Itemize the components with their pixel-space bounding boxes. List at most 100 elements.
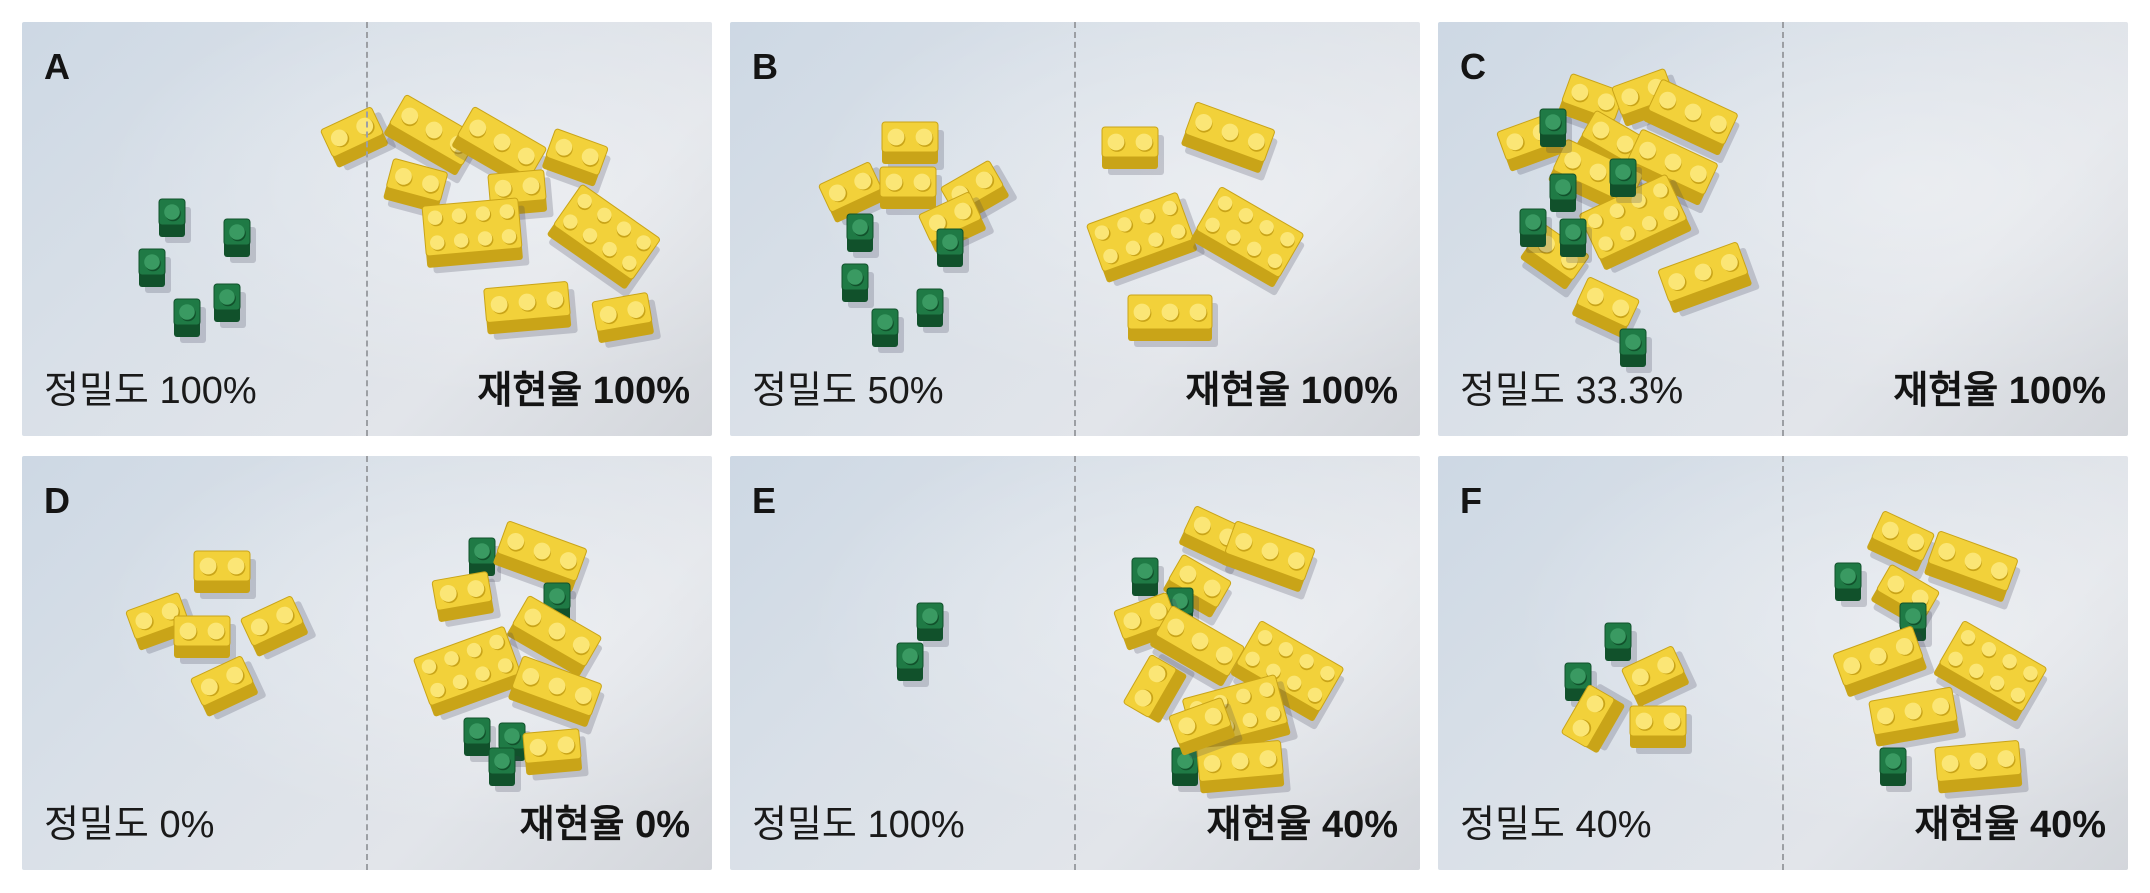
green-brick [916,602,949,647]
green-brick [1609,158,1642,203]
green-brick [1539,108,1572,153]
yellow-brick [240,596,316,660]
yellow-brick [452,106,547,196]
yellow-brick [1196,740,1291,799]
dashed-divider [1782,456,1784,870]
green-brick [1834,562,1867,607]
recall-label: 재현율 40% [1914,804,2107,846]
yellow-brick [1924,531,2021,610]
recall-label: 재현율 100% [477,370,690,412]
yellow-brick [1643,79,1740,164]
green-brick [871,308,904,353]
precision-label: 정밀도 100% [44,370,257,412]
yellow-brick [1629,705,1692,754]
green-brick [916,288,949,333]
yellow-brick [1867,511,1936,580]
yellow-brick [818,162,894,226]
yellow-brick [1621,646,1697,710]
green-brick [1559,218,1592,263]
dashed-divider [366,22,368,436]
yellow-brick [1086,192,1205,286]
green-brick [1564,662,1597,707]
yellow-brick [193,550,256,599]
green-brick [158,198,191,243]
green-brick [213,283,246,328]
panel-b: B 정밀도 50% 재현율 100% [730,22,1420,436]
green-brick [1519,208,1552,253]
panel-b-bricks [818,102,1305,353]
green-brick [1604,622,1637,667]
yellow-brick [190,656,266,720]
panel-d: D 정밀도 0% 재현율 0% [22,456,712,870]
yellow-brick [1558,73,1627,139]
yellow-brick [1101,126,1164,175]
panel-letter: E [752,480,777,521]
yellow-brick [173,615,236,664]
panel-c: C 정밀도 33.3% 재현율 100% [1438,22,2128,436]
green-brick [896,642,929,687]
yellow-brick [1934,740,2029,799]
green-brick [223,218,256,263]
panel-a: A 정밀도 100% 재현율 100% [22,22,712,436]
green-brick [936,228,969,273]
yellow-brick [483,281,578,340]
green-brick [1171,747,1204,792]
yellow-brick [1231,620,1345,730]
panel-letter: B [752,46,778,87]
yellow-brick [1191,186,1305,296]
yellow-brick [1221,521,1318,600]
recall-label: 재현율 100% [1893,370,2106,412]
yellow-brick [1561,684,1633,753]
panel-letter: C [1460,46,1486,87]
yellow-brick [1181,102,1278,181]
dashed-divider [1074,22,1076,436]
yellow-brick [1168,697,1243,759]
yellow-brick [421,197,530,274]
green-brick [846,213,879,258]
panel-a-bricks [138,94,661,348]
dashed-divider [1782,22,1784,436]
yellow-brick [881,121,944,170]
yellow-brick [1127,294,1218,347]
yellow-brick [522,728,589,781]
yellow-brick [1150,605,1245,695]
panel-f: F 정밀도 40% 재현율 40% [1438,456,2128,870]
yellow-brick [1833,626,1935,701]
dashed-divider [1074,456,1076,870]
yellow-brick [1579,174,1700,273]
green-brick [138,248,171,293]
yellow-brick [879,166,942,215]
green-brick [173,298,206,343]
yellow-brick [383,158,451,221]
green-brick [1549,173,1582,218]
yellow-brick [1623,129,1720,214]
panel-letter: F [1460,480,1482,521]
yellow-brick [542,128,611,194]
panel-e-bricks [896,506,1345,799]
yellow-brick [1658,242,1760,317]
yellow-brick [431,571,501,627]
recall-label: 재현율 40% [1206,804,1399,846]
yellow-brick [1868,686,1966,752]
dashed-divider [366,456,368,870]
yellow-brick [320,107,396,171]
yellow-brick [1123,654,1195,723]
green-brick [468,537,501,582]
green-brick [1879,747,1912,792]
panel-d-bricks [125,521,605,792]
panel-letter: A [44,46,70,87]
yellow-brick [1163,554,1232,626]
recall-label: 재현율 0% [519,804,690,846]
green-brick [1619,328,1652,373]
green-brick [463,717,496,762]
recall-label: 재현율 100% [1185,370,1398,412]
yellow-brick [1934,620,2048,730]
yellow-brick [507,595,602,685]
yellow-brick [493,521,590,600]
yellow-brick [413,626,532,720]
yellow-brick [508,656,605,735]
panel-f-bricks [1561,511,2048,799]
precision-label: 정밀도 50% [752,370,944,412]
panel-e: E 정밀도 100% 재현율 40% [730,456,1420,870]
precision-label: 정밀도 33.3% [1460,370,1684,412]
